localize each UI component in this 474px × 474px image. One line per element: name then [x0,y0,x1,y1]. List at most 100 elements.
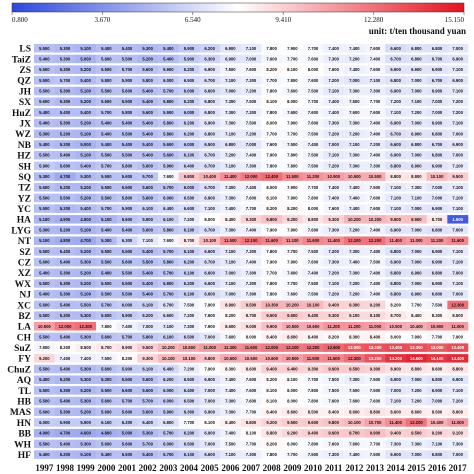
heatmap-cell [116,247,138,256]
heatmap-cell-value: 7.600 [308,78,319,83]
heatmap-cell [158,86,179,96]
heatmap-cell [406,418,427,427]
heatmap-cell [54,204,76,213]
heatmap-cell-value: 7.900 [411,334,422,339]
heatmap-cell-value: 6.300 [122,238,133,243]
heatmap-cell-value: 7.300 [246,163,257,168]
heatmap-cell [364,386,386,395]
row-label: BB [18,430,31,440]
heatmap-cell [199,118,221,128]
heatmap-cell-value: 5.300 [60,67,71,72]
heatmap-cell [158,332,179,342]
heatmap-cell-value: 8.700 [184,238,195,243]
heatmap-cell-value: 5.400 [142,281,153,286]
heatmap-cell-value: 6.200 [184,260,195,265]
heatmap-cell-value: 5.500 [39,153,50,158]
heatmap-cell [75,129,97,139]
heatmap-cell [447,54,469,64]
heatmap-cell [364,375,386,384]
heatmap-cell [158,418,179,427]
heatmap-cell-value: 12.300 [79,324,92,329]
heatmap-cell [96,300,117,310]
heatmap-cell [447,44,469,53]
heatmap-cell-value: 7.000 [432,185,443,190]
heatmap-cell [116,450,138,459]
heatmap-cell-value: 8.200 [225,313,236,318]
heatmap-cell [406,183,427,192]
heatmap-cell [282,439,303,449]
heatmap-cell-value: 7.800 [266,249,277,254]
heatmap-cell [75,279,97,288]
heatmap-cell [178,44,200,53]
heatmap-cell-value: 9.500 [287,420,298,425]
heatmap-cell-value: 6.800 [204,99,215,104]
heatmap-cell [220,450,241,459]
heatmap-cell-value: 5.200 [80,270,91,275]
heatmap-cell-value: 7.300 [246,249,257,254]
heatmap-cell [158,268,179,278]
heatmap-cell [282,140,303,149]
heatmap-cell [158,225,179,235]
heatmap-cell [344,450,365,459]
heatmap-cell [137,86,159,96]
heatmap-cell-value: 6.900 [411,270,422,275]
heatmap-cell [447,322,469,331]
heatmap-cell [220,343,241,352]
heatmap-cell [364,54,386,64]
heatmap-cell-value: 8.600 [225,324,236,329]
heatmap-cell [240,65,262,74]
heatmap-cell [240,108,262,117]
heatmap-cell [406,140,427,149]
heatmap-cell [199,44,221,53]
heatmap-cell [406,118,427,128]
heatmap-cell [447,172,469,181]
heatmap-cell-value: 7.600 [308,260,319,265]
heatmap-cell-value: 7.100 [411,99,422,104]
heatmap-cell-value: 5.900 [163,409,174,414]
heatmap-cell-value: 5.200 [60,377,71,382]
heatmap-cell [323,322,345,331]
heatmap-cell-value: 6.100 [184,228,195,233]
heatmap-cell [34,140,55,149]
heatmap-cell-value: 9.600 [328,431,339,436]
heatmap-cell-value: 6.900 [432,67,443,72]
heatmap-cell [220,418,241,427]
heatmap-cell [406,65,427,74]
heatmap-cell [54,322,76,331]
heatmap-cell-value: 10.400 [203,174,216,179]
heatmap-cell [261,44,283,53]
heatmap-cell [220,54,241,64]
heatmap-cell-value: 5.300 [39,131,50,136]
heatmap-cell-value: 7.200 [328,78,339,83]
heatmap-cell [426,204,448,213]
heatmap-cell-value: 7.700 [287,56,298,61]
heatmap-cell [302,386,324,395]
heatmap-cell-value: 9.500 [142,345,153,350]
heatmap-cell [323,439,345,449]
heatmap-cell [426,129,448,139]
heatmap-cell-value: 7.700 [411,302,422,307]
heatmap-cell-value: 5.700 [163,249,174,254]
heatmap-cell [178,215,200,224]
heatmap-cell-value: 5.500 [101,260,112,265]
heatmap-cell [426,44,448,53]
heatmap-cell [34,343,55,352]
heatmap-cell [406,386,427,395]
row-label: BZ [18,312,31,322]
heatmap-cell-value: 5.400 [122,46,133,51]
colorbar-tick-label: 3.670 [95,16,111,24]
heatmap-cell-value: 9.300 [308,367,319,372]
heatmap-cell-value: 10.900 [431,324,444,329]
heatmap-cell-value: 6.300 [184,409,195,414]
heatmap-cell [158,193,179,203]
heatmap-cell-value: 8.200 [287,206,298,211]
heatmap-cell-value: 7.700 [308,46,319,51]
heatmap-cell-value: 8.200 [390,302,401,307]
heatmap-cell-value: 6.100 [184,292,195,297]
heatmap-cell-value: 5.000 [80,56,91,61]
heatmap-cell-value: 7.400 [122,324,133,329]
heatmap-cell-value: 8.200 [266,377,277,382]
heatmap-cell-value: 11.400 [327,238,340,243]
heatmap-cell [240,54,262,64]
colorbar-tick-label: 9.410 [275,16,291,24]
